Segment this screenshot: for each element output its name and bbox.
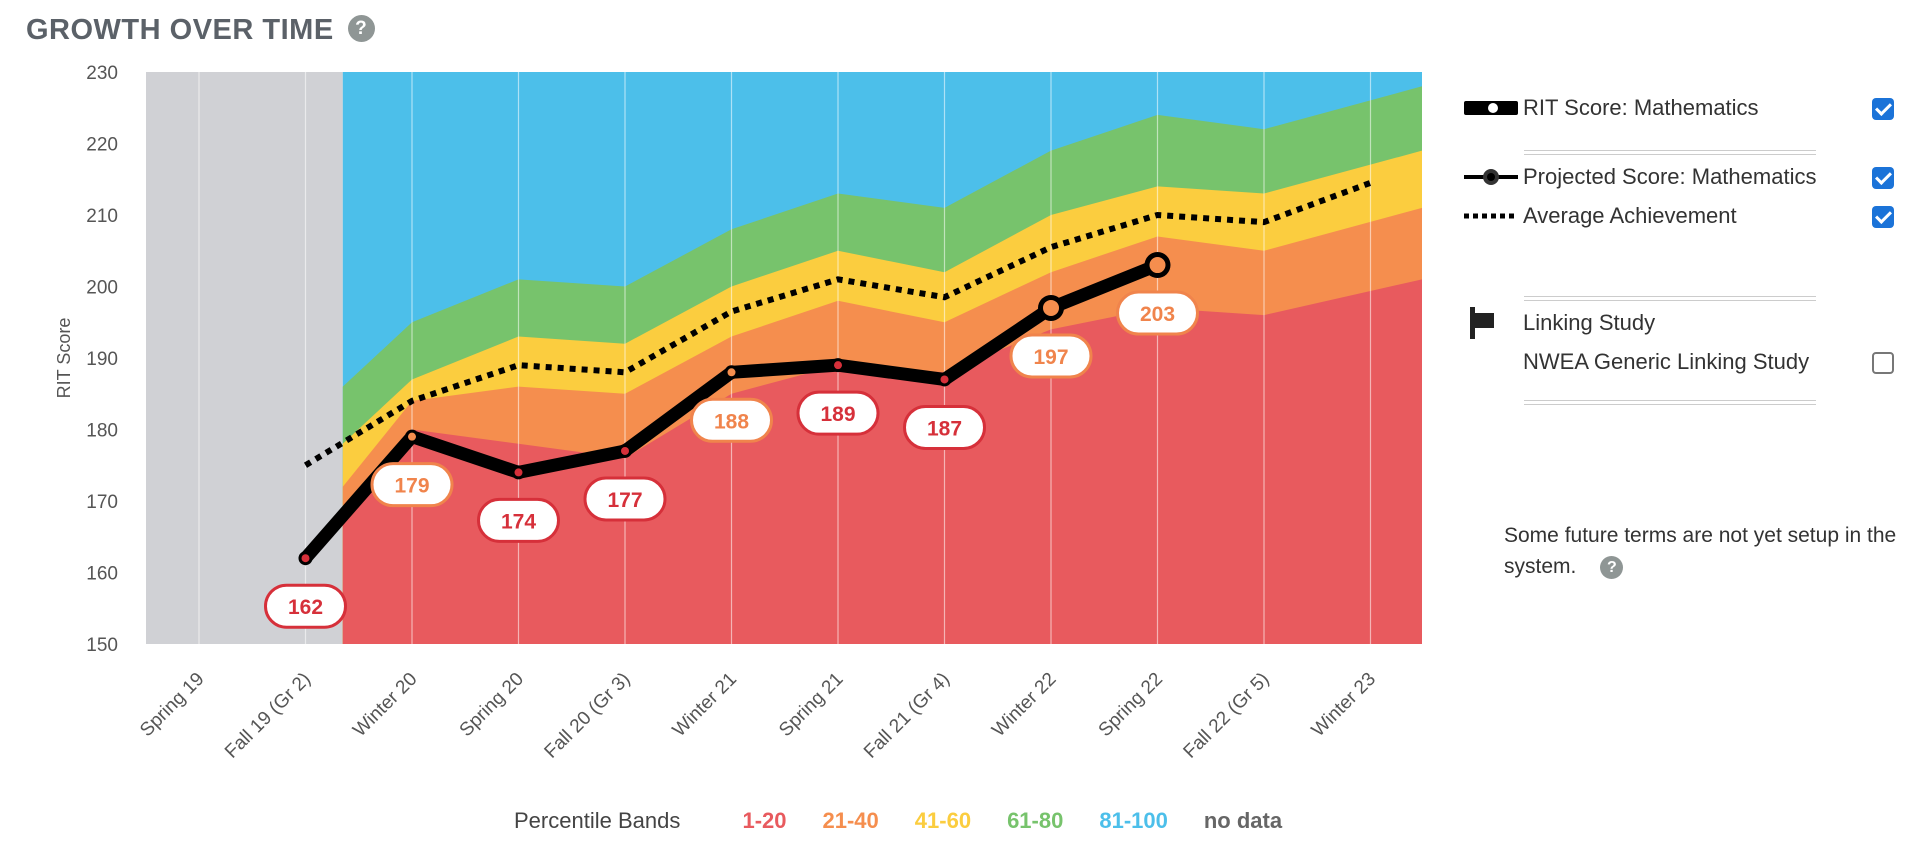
score-label: 188 <box>714 410 749 433</box>
legend-divider <box>1524 150 1816 155</box>
score-point <box>621 446 629 455</box>
score-label: 179 <box>394 475 429 498</box>
legend-rit-score-label: RIT Score: Mathematics <box>1523 95 1759 120</box>
future-terms-note: Some future terms are not yet setup in t… <box>1504 520 1914 582</box>
score-label-bubble <box>796 390 880 436</box>
score-point <box>408 432 416 441</box>
x-tick-label: Winter 22 <box>988 669 1060 741</box>
score-label: 174 <box>501 510 536 533</box>
rit-score-checkbox[interactable] <box>1872 98 1894 120</box>
score-point <box>1043 299 1059 316</box>
band-legend-item: no data <box>1203 808 1283 833</box>
x-tick-label: Fall 22 (Gr 5) <box>1180 669 1274 763</box>
score-label: 162 <box>288 596 323 619</box>
x-tick-label: Spring 19 <box>136 669 208 741</box>
score-label-bubble <box>583 476 667 522</box>
band-legend-item: 1-20 <box>742 808 787 833</box>
x-tick-label: Winter 23 <box>1308 669 1380 741</box>
growth-chart: 230 220 210 200 190 180 170 160 150 RIT Score Spri… <box>54 63 1422 763</box>
band-legend-item: 21-40 <box>822 808 879 833</box>
percentile-bands-title: Percentile Bands <box>514 808 681 833</box>
generic-linking-checkbox[interactable] <box>1872 352 1894 374</box>
help-icon[interactable]: ? <box>347 14 375 42</box>
chart-title-text: GROWTH OVER TIME <box>26 14 334 46</box>
legend-generic-linking[interactable]: NWEA Generic Linking Study <box>1450 346 1910 378</box>
y-tick-label: 230 <box>86 63 118 84</box>
band-legend-item: 81-100 <box>1099 808 1168 833</box>
score-point <box>1149 257 1166 274</box>
score-label: 197 <box>1033 346 1068 369</box>
legend-average[interactable]: Average Achievement <box>1450 200 1910 232</box>
x-tick-label: Fall 20 (Gr 3) <box>541 669 635 763</box>
score-point <box>727 368 736 377</box>
average-dotted-line-icon <box>1464 213 1518 219</box>
legend-projected-label: Projected Score: Mathematics <box>1523 164 1817 189</box>
x-tick-label: Fall 19 (Gr 2) <box>221 669 315 763</box>
linking-study-title: Linking Study <box>1523 310 1656 335</box>
y-tick-label: 180 <box>86 421 118 442</box>
score-label-bubble <box>903 404 986 450</box>
x-tick-label: Spring 21 <box>775 669 847 741</box>
score-label-bubble <box>1116 290 1199 336</box>
score-label: 189 <box>820 403 855 426</box>
score-label-bubble <box>264 583 347 629</box>
y-tick-label: 190 <box>86 349 118 370</box>
y-tick-label: 220 <box>86 135 118 156</box>
rit-score-line-icon <box>1464 101 1518 115</box>
legend-rit-score[interactable]: RIT Score: Mathematics <box>1450 92 1910 124</box>
y-axis-title: RIT Score <box>54 318 74 399</box>
score-label-bubble <box>477 497 560 543</box>
score-point <box>301 554 310 563</box>
future-terms-text: Some future terms are not yet setup in t… <box>1504 524 1897 578</box>
x-tick-label: Winter 21 <box>669 669 741 741</box>
band-legend-item: 41-60 <box>914 808 972 833</box>
score-point <box>834 361 842 370</box>
y-tick-label: 210 <box>86 206 118 227</box>
y-tick-label: 170 <box>86 492 118 513</box>
legend-divider <box>1524 296 1816 301</box>
band-legend-item: 61-80 <box>1007 808 1064 833</box>
projected-line-icon <box>1464 169 1518 185</box>
average-achievement-line <box>303 180 1372 468</box>
y-tick-label: 160 <box>86 564 118 585</box>
score-point <box>940 375 949 384</box>
score-label-bubble <box>690 397 773 443</box>
score-label-bubble <box>1009 333 1093 379</box>
generic-linking-label: NWEA Generic Linking Study <box>1523 349 1810 374</box>
average-checkbox[interactable] <box>1872 206 1894 228</box>
percentile-band-1-20 <box>342 279 1422 644</box>
x-tick-label: Spring 22 <box>1095 669 1167 741</box>
score-label: 187 <box>927 417 962 440</box>
score-label: 203 <box>1140 303 1175 326</box>
help-icon[interactable]: ? <box>1600 555 1624 579</box>
projected-checkbox[interactable] <box>1872 167 1894 189</box>
x-tick-label: Winter 20 <box>349 669 421 741</box>
y-tick-label: 150 <box>86 635 118 656</box>
percentile-bands-legend: Percentile Bands 1-20 21-40 41-60 61-80 81-1… <box>514 808 1318 834</box>
chart-title: GROWTH OVER TIME? <box>26 14 375 47</box>
x-tick-label: Spring 20 <box>456 669 528 741</box>
legend-linking-study: Linking Study <box>1450 307 1910 339</box>
legend-projected[interactable]: Projected Score: Mathematics <box>1450 161 1910 193</box>
x-tick-label: Fall 21 (Gr 4) <box>860 669 954 763</box>
score-label: 177 <box>607 489 642 512</box>
score-label-bubble <box>370 462 454 508</box>
legend-average-label: Average Achievement <box>1523 203 1737 228</box>
score-point <box>514 468 523 477</box>
flag-icon <box>1470 307 1494 339</box>
y-tick-label: 200 <box>86 278 118 299</box>
legend-divider <box>1524 400 1816 405</box>
